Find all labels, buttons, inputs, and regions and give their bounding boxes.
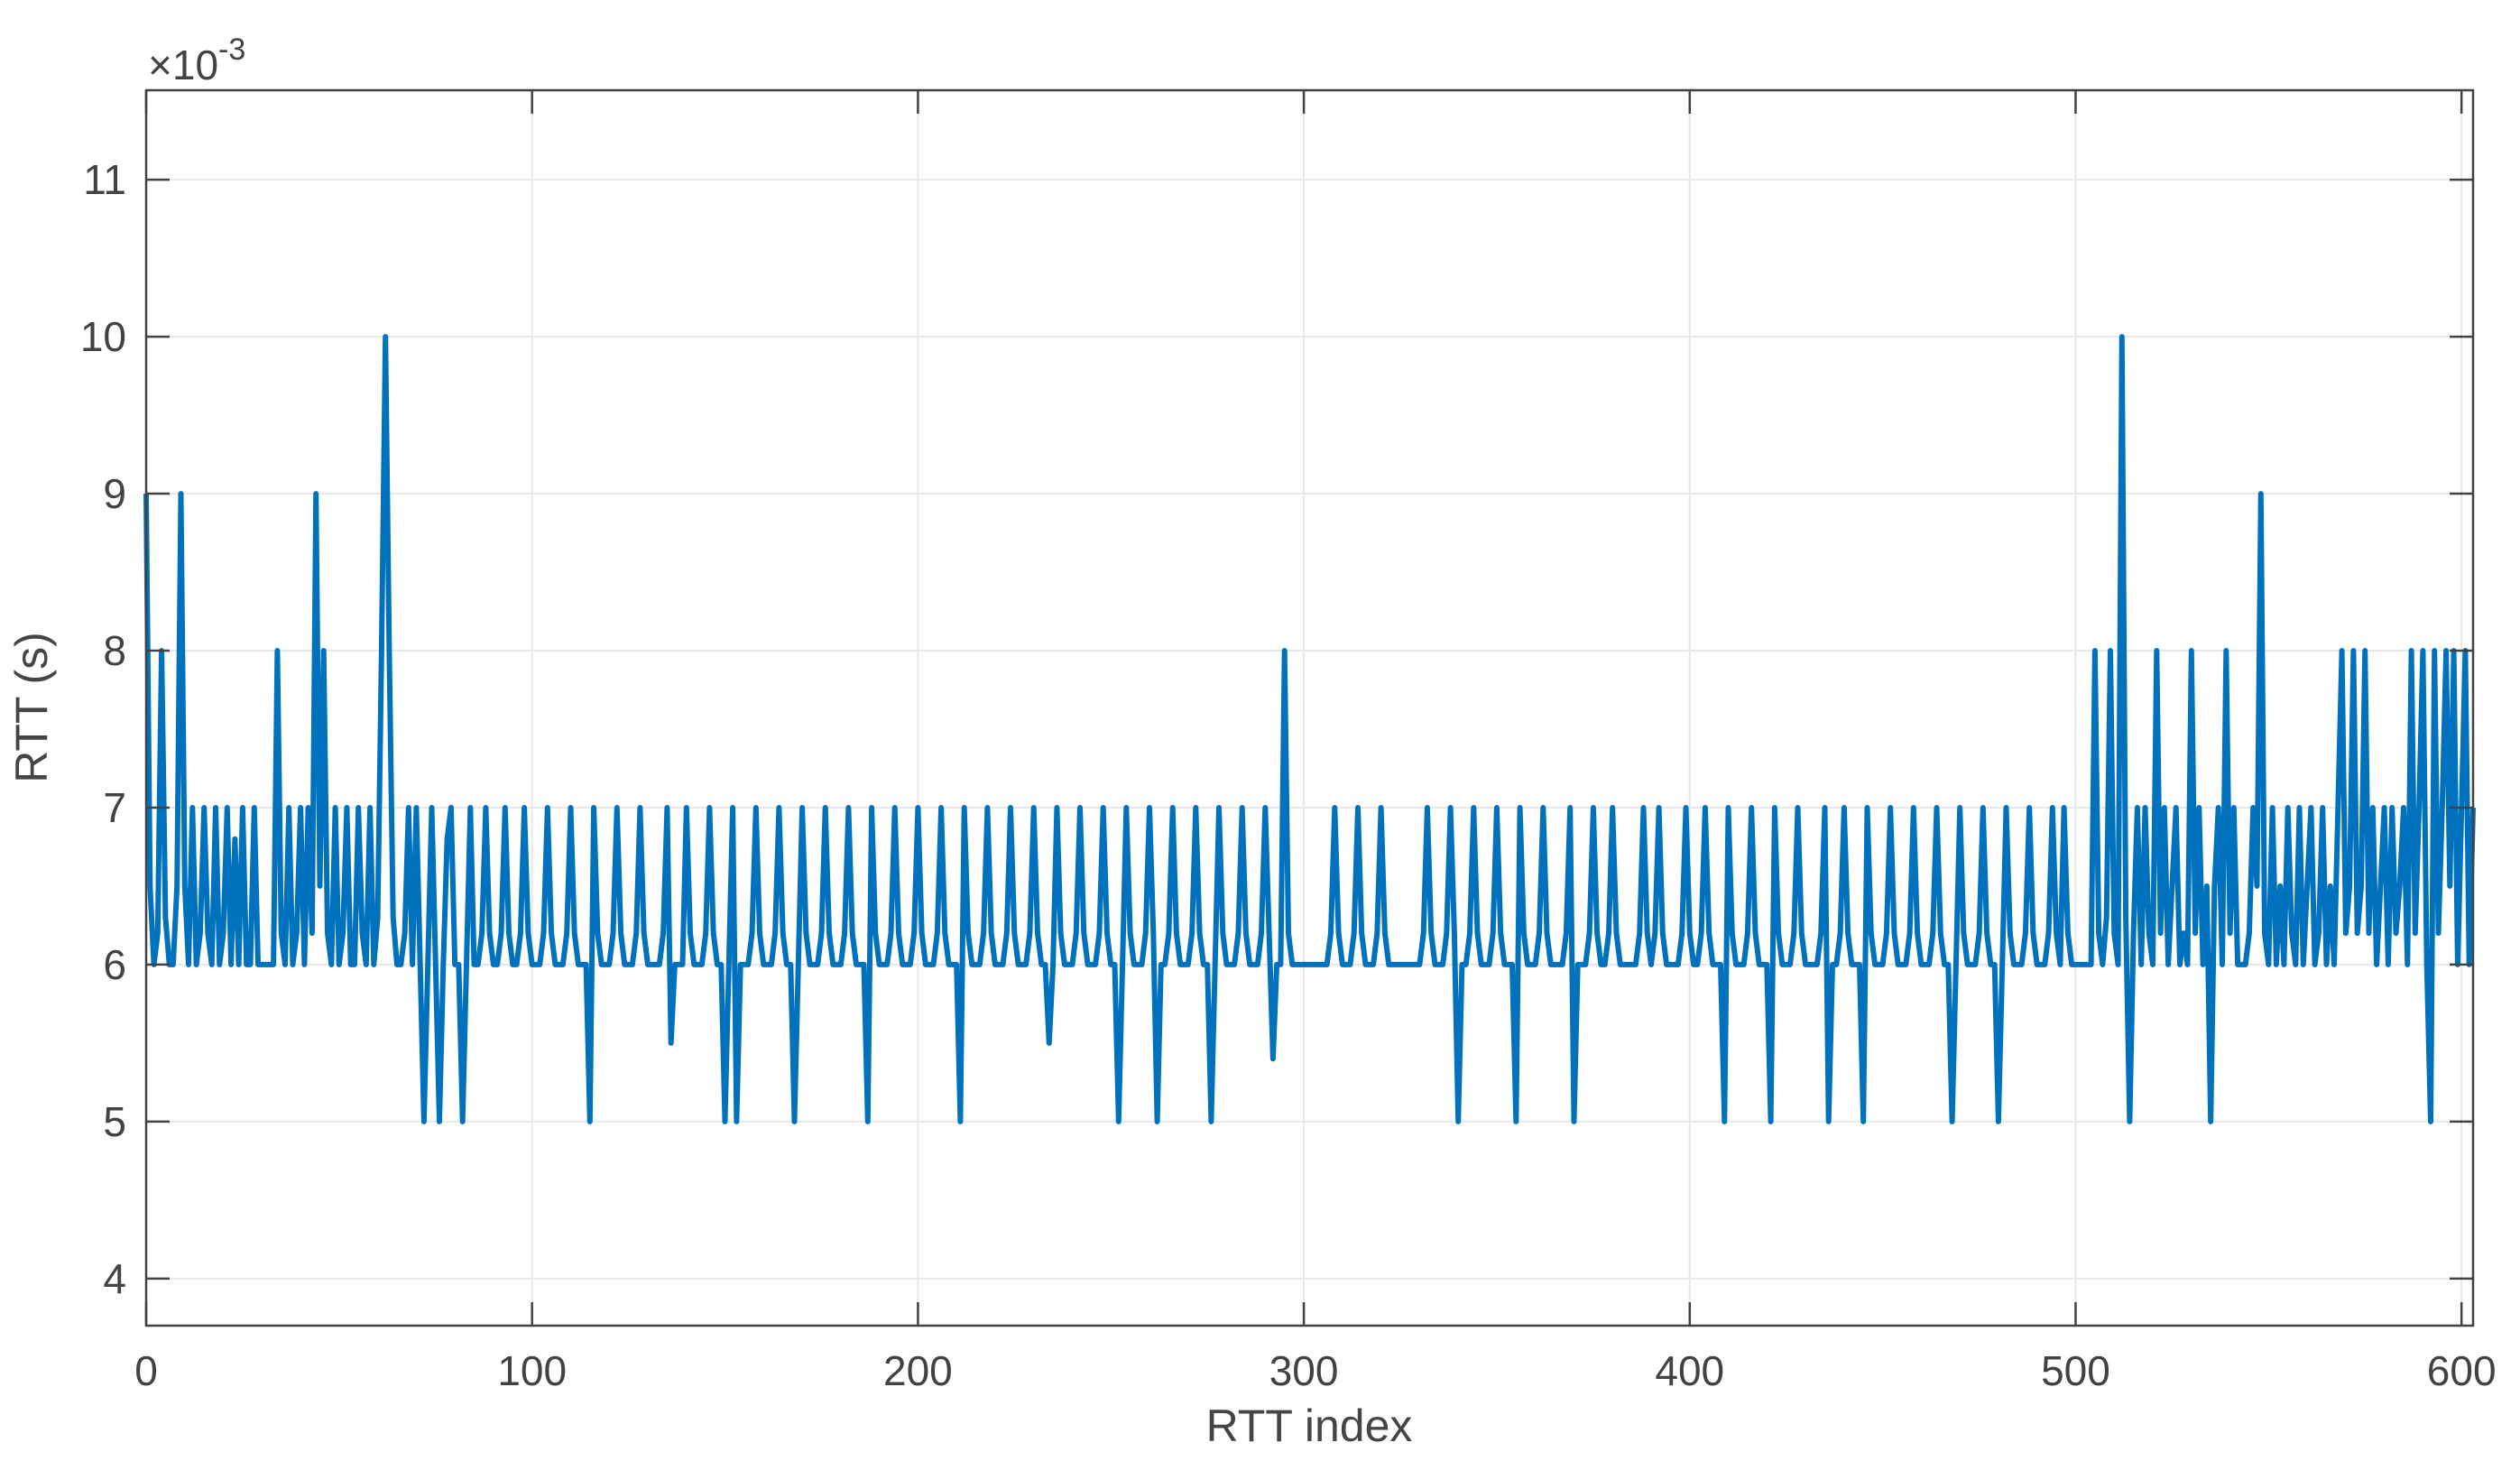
plot-box — [144, 88, 2475, 1327]
y-tick-label: 9 — [103, 470, 126, 517]
x-tick-label: 0 — [134, 1347, 158, 1394]
x-tick-label: 600 — [2427, 1347, 2497, 1394]
rtt-series-polyline — [143, 334, 2476, 1124]
y-tick-label: 11 — [83, 156, 126, 203]
x-axis-label: RTT index — [1206, 1401, 1413, 1451]
y-axis-label: RTT (s) — [6, 632, 57, 783]
axis-box-and-ticks — [144, 88, 2475, 1327]
y-tick-label: 7 — [103, 784, 126, 831]
y-tick-label: 4 — [103, 1255, 126, 1302]
y-tick-label: 10 — [80, 313, 126, 360]
y-tick-label: 8 — [103, 627, 126, 674]
tick-labels: 0 100 200 300 400 500 600 4 5 6 7 8 9 10 11 — [80, 156, 2497, 1394]
y-axis-multiplier-exponent: -3 — [218, 32, 245, 67]
x-tick-label: 100 — [497, 1347, 567, 1394]
y-tick-label: 6 — [103, 941, 126, 988]
x-tick-label: 200 — [883, 1347, 953, 1394]
rtt-series-line — [143, 334, 2476, 1124]
y-tick-label: 5 — [103, 1098, 126, 1145]
x-tick-label: 300 — [1269, 1347, 1339, 1394]
x-tick-label: 500 — [2041, 1347, 2110, 1394]
y-axis-multiplier-base: ×10 — [148, 42, 218, 88]
x-tick-label: 400 — [1655, 1347, 1724, 1394]
y-axis-multiplier: ×10-3 — [148, 32, 245, 88]
